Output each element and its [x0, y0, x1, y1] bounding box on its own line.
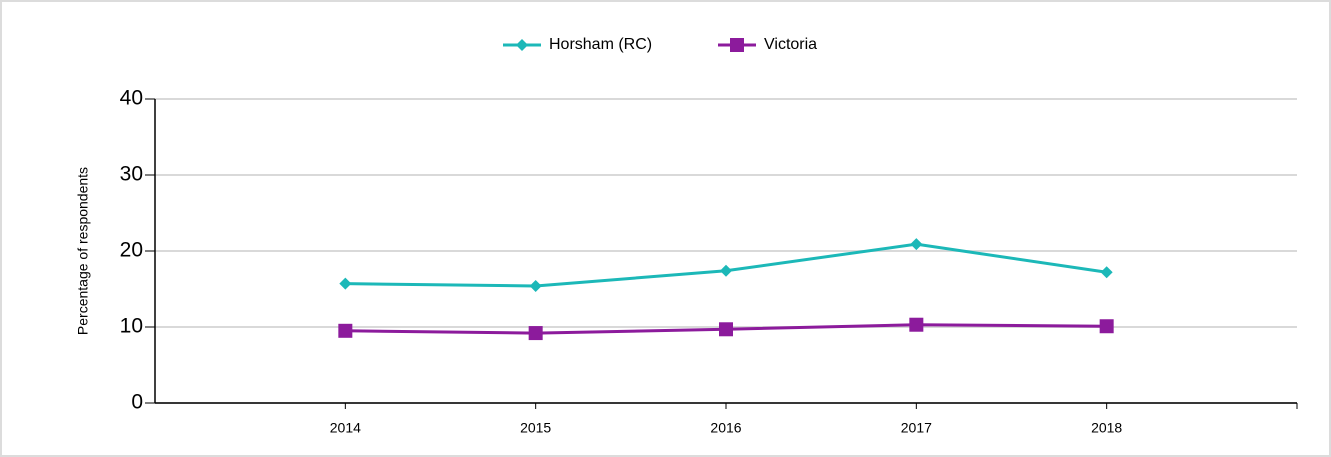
x-tick-label: 2017 — [901, 420, 932, 436]
y-tick-label: 30 — [120, 163, 143, 186]
x-tick-label: 2015 — [520, 420, 551, 436]
y-tick-label: 10 — [120, 315, 143, 338]
y-tick-label: 20 — [120, 239, 143, 262]
y-tick-label: 40 — [120, 87, 143, 110]
legend-label: Victoria — [764, 36, 817, 53]
x-tick-label: 2018 — [1091, 420, 1122, 436]
point-marker — [339, 277, 352, 290]
legend-marker — [516, 39, 528, 51]
x-tick-label: 2016 — [710, 420, 741, 436]
x-tick-label: 2014 — [330, 420, 361, 436]
point-marker — [909, 317, 924, 332]
legend-label: Horsham (RC) — [549, 36, 652, 53]
point-marker — [1100, 266, 1113, 279]
y-axis-label: Percentage of respondents — [75, 167, 91, 335]
point-marker — [719, 322, 733, 337]
y-tick-label: 0 — [131, 391, 143, 414]
point-marker — [338, 323, 353, 338]
legend-marker — [730, 38, 744, 52]
point-marker — [1099, 319, 1114, 334]
point-marker — [529, 279, 542, 292]
point-marker — [910, 238, 923, 251]
point-marker — [528, 326, 543, 341]
point-marker — [720, 264, 732, 277]
